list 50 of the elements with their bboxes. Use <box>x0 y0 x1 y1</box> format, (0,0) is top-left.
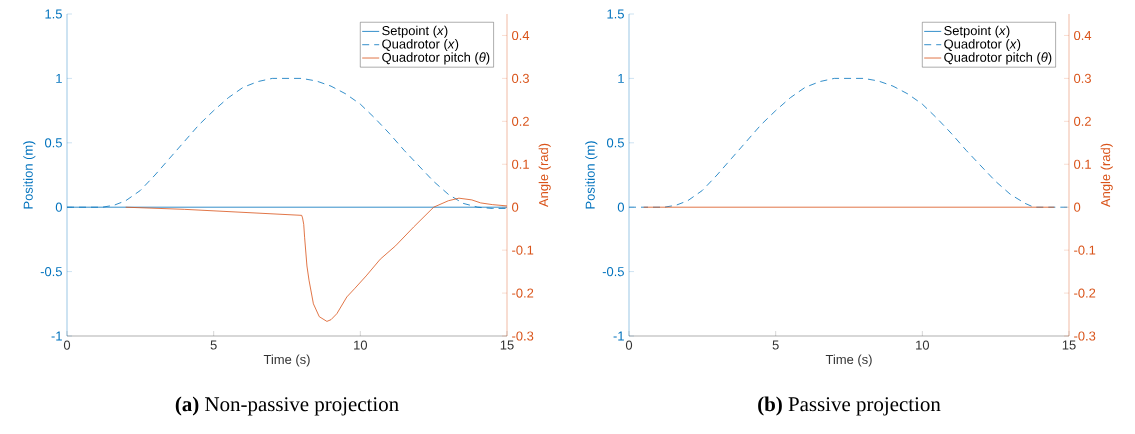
y2-tick-label: 0.1 <box>1074 159 1091 169</box>
legend-label: Quadrotor (x) <box>382 39 459 52</box>
x-tick-label: 15 <box>500 340 514 350</box>
text: (b) Passive projection <box>758 396 941 416</box>
y2-tick-label: 0.3 <box>512 73 529 83</box>
y2-tick-label: -0.2 <box>512 288 534 298</box>
text: (a) Non-passive projection <box>175 396 399 416</box>
y2-tick-label: 0 <box>1074 202 1081 212</box>
y2-tick-label: 0.2 <box>512 116 529 126</box>
y-tick-label: -1 <box>51 331 62 341</box>
y2-tick-label: 0.4 <box>1074 30 1092 41</box>
y2-tick-label: -0.1 <box>1074 245 1096 255</box>
x-tick-label: 15 <box>1062 340 1076 350</box>
y-axis-title: Position (m) <box>23 141 36 209</box>
x-tick-label: 5 <box>210 340 217 350</box>
y2-tick-label: 0.2 <box>1074 116 1091 126</box>
x-tick-label: 10 <box>916 340 930 350</box>
y2-tick-label: -0.1 <box>512 245 534 255</box>
y-tick-label: -0.5 <box>602 267 624 277</box>
y-tick-label: 0 <box>617 202 624 212</box>
y-tick-label: 1 <box>56 73 62 83</box>
legend-label: Quadrotor pitch (θ) <box>944 52 1052 65</box>
x-tick-label: 0 <box>625 340 633 350</box>
y2-tick-label: 0.4 <box>512 30 530 41</box>
y-tick-label: -1 <box>613 331 624 341</box>
y-tick-label: 0 <box>55 202 62 212</box>
x-tick-label: 0 <box>63 340 71 350</box>
legend-label: Setpoint (x) <box>382 25 448 38</box>
y-tick-label: 1.5 <box>45 9 62 19</box>
y-tick-label: 0.5 <box>44 138 62 148</box>
legend-label: Quadrotor (x) <box>944 39 1021 52</box>
x-tick-label: 10 <box>354 340 368 350</box>
x-axis-title: Time (s) <box>825 354 872 367</box>
y2-tick-label: -0.2 <box>1074 288 1096 298</box>
y-tick-label: -0.5 <box>40 267 62 277</box>
y2-tick-label: -0.3 <box>512 331 534 341</box>
y-tick-label: 0.5 <box>606 138 624 148</box>
x-axis-title: Time (s) <box>263 354 310 367</box>
y2-tick-label: 0.3 <box>1074 73 1091 83</box>
y2-axis-title: Angle (rad) <box>538 143 551 207</box>
y2-tick-label: 0 <box>512 202 519 212</box>
y2-axis-title: Angle (rad) <box>1100 143 1113 207</box>
y2-tick-label: 0.1 <box>512 159 529 169</box>
x-tick-label: 5 <box>772 340 779 350</box>
y-axis-title: Position (m) <box>585 141 598 209</box>
legend-label: Setpoint (x) <box>944 25 1010 38</box>
y-tick-label: 1 <box>618 73 624 83</box>
y2-tick-label: -0.3 <box>1074 331 1096 341</box>
y-tick-label: 1.5 <box>607 9 624 19</box>
legend-label: Quadrotor pitch (θ) <box>382 52 490 65</box>
